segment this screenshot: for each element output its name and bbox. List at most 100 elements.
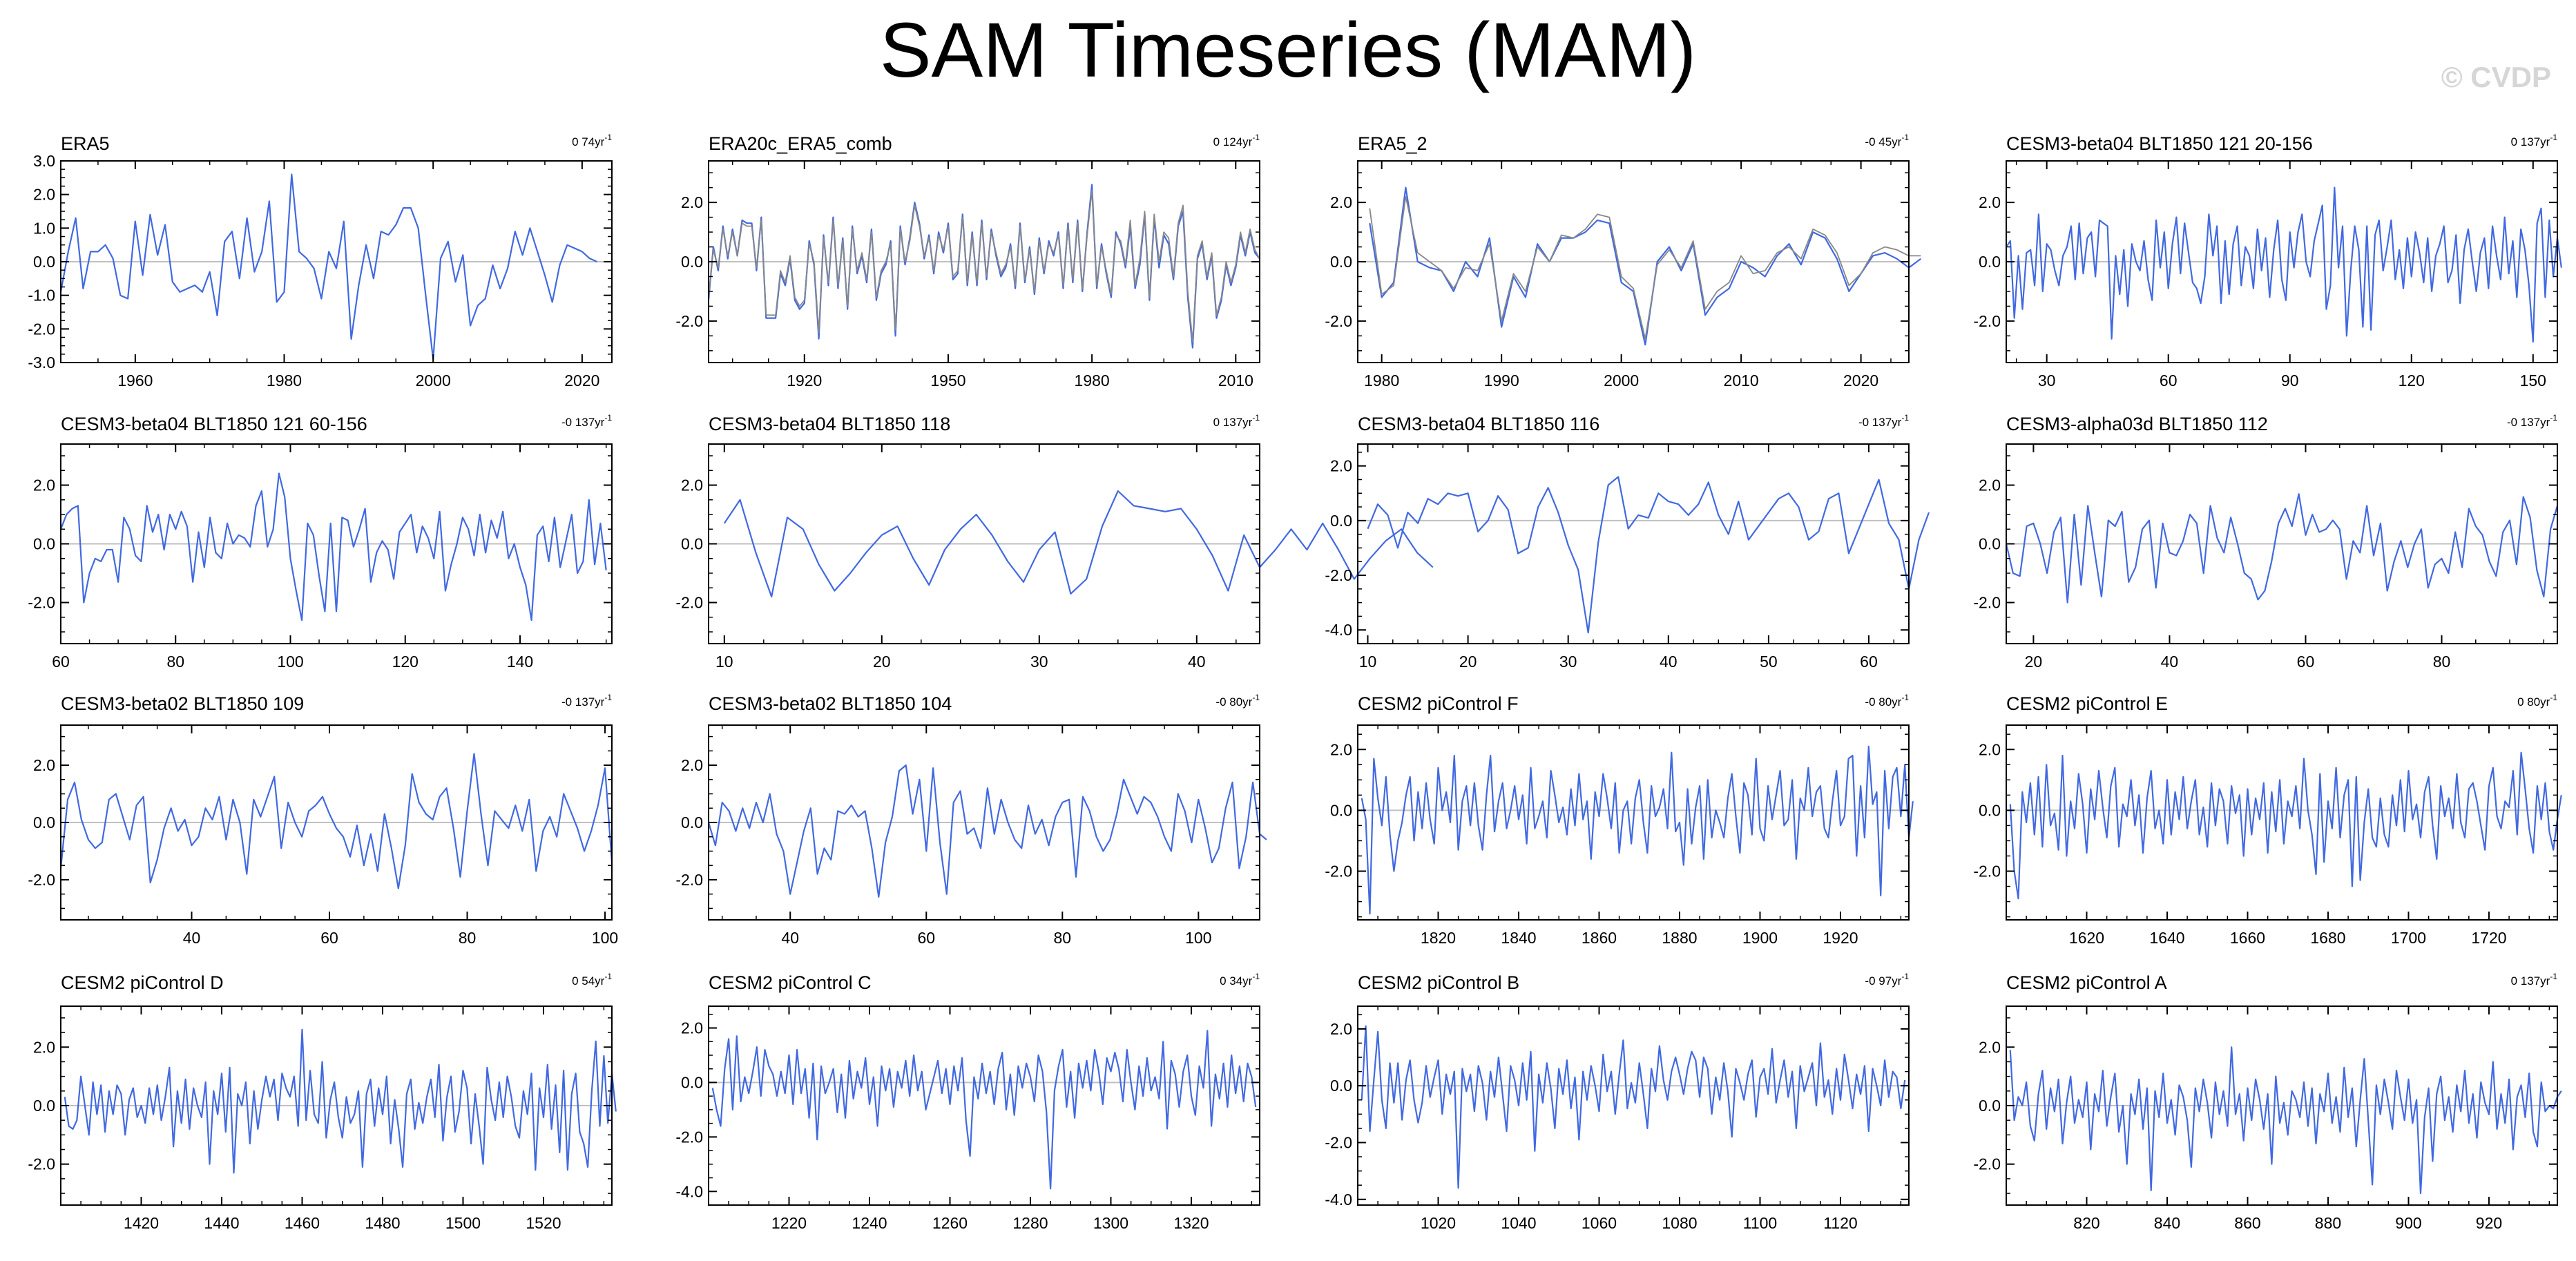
trend-exponent: -1 — [1901, 693, 1909, 702]
x-tick-label: 1950 — [930, 372, 965, 389]
trend-label: -0 137yr-1 — [1858, 413, 1909, 429]
x-tick-label: 30 — [1030, 653, 1048, 671]
x-tick-label: 30 — [2038, 372, 2056, 389]
panel-title: CESM2 piControl E — [2006, 693, 2168, 714]
y-tick-label: 2.0 — [1330, 457, 1352, 475]
x-tick-label: 80 — [2433, 653, 2451, 671]
panel-8: CESM3-alpha03d BLT1850 112 -0 137yr-1 2.0 0… — [1973, 413, 2559, 671]
trend-exponent: -1 — [1252, 972, 1260, 981]
x-tick-label: 80 — [1053, 929, 1071, 947]
trend-exponent: -1 — [2550, 693, 2557, 702]
y-tick-label: 0.0 — [1330, 801, 1352, 819]
x-tick-label: 1860 — [1582, 929, 1617, 947]
y-tick-label: 0.0 — [681, 535, 703, 553]
series-line-1 — [723, 490, 1434, 598]
y-tick-label: 0.0 — [681, 253, 703, 271]
series-line-1 — [2009, 751, 2562, 900]
x-tick-label: 2000 — [1604, 372, 1639, 389]
y-tick-label: -2.0 — [675, 1128, 703, 1146]
x-tick-label: 820 — [2073, 1214, 2099, 1232]
trend-value: 0 74yr — [572, 135, 605, 148]
trend-label: 0 80yr-1 — [2517, 693, 2557, 709]
x-tick-label: 920 — [2476, 1214, 2502, 1232]
trend-value: -0 45yr — [1865, 135, 1901, 148]
trend-exponent: -1 — [1901, 972, 1909, 981]
plot-frame — [1357, 1005, 1910, 1206]
x-tick-label: 1980 — [1364, 372, 1399, 389]
plot-frame — [708, 1005, 1260, 1206]
y-tick-label: -2.0 — [28, 1155, 55, 1173]
trend-value: -0 137yr — [2507, 416, 2550, 429]
y-tick-label: 2.0 — [33, 756, 55, 774]
trend-label: 0 137yr-1 — [1213, 413, 1260, 429]
x-tick-label: 2010 — [1724, 372, 1759, 389]
series-line-2 — [1369, 195, 1921, 340]
trend-exponent: -1 — [604, 133, 612, 142]
x-tick-label: 60 — [2297, 653, 2315, 671]
panel-16: CESM2 piControl A 0 137yr-1 2.0 0.0 -2.0 820 8… — [1973, 972, 2562, 1232]
series-line-1 — [1361, 1025, 1906, 1189]
trend-value: 0 137yr — [2511, 974, 2550, 988]
x-tick-label: 1700 — [2391, 929, 2426, 947]
x-tick-label: 1120 — [1823, 1214, 1857, 1232]
y-tick-label: -2.0 — [1325, 1133, 1352, 1151]
series-line-2 — [708, 189, 1260, 343]
panel-13: CESM2 piControl D 0 54yr-1 2.0 0.0 -2.0 1420 1… — [28, 972, 617, 1232]
x-tick-label: 1660 — [2230, 929, 2265, 947]
trend-exponent: -1 — [1901, 413, 1909, 423]
panel-title: ERA20c_ERA5_comb — [709, 133, 892, 154]
trend-exponent: -1 — [604, 413, 612, 423]
x-tick-label: 1020 — [1421, 1214, 1456, 1232]
trend-exponent: -1 — [2550, 413, 2557, 423]
x-tick-label: 1260 — [932, 1214, 968, 1232]
trend-value: 0 137yr — [1213, 416, 1253, 429]
x-tick-label: 100 — [1185, 929, 1211, 947]
series-line-1 — [59, 173, 597, 360]
panel-title: CESM3-beta04 BLT1850 118 — [709, 414, 950, 434]
y-tick-label: 2.0 — [681, 193, 703, 211]
panel-title: CESM2 piControl D — [61, 972, 224, 993]
x-tick-label: 1900 — [1742, 929, 1778, 947]
series-line-1 — [1361, 745, 1914, 915]
x-tick-label: 900 — [2395, 1214, 2421, 1232]
x-tick-label: 1680 — [2310, 929, 2345, 947]
x-tick-label: 1480 — [365, 1214, 400, 1232]
y-tick-label: 2.0 — [1330, 740, 1352, 758]
panel-10: CESM3-beta02 BLT1850 104 -0 80yr-1 2.0 0.0 -… — [675, 693, 1267, 947]
series-line-1 — [59, 472, 607, 622]
x-tick-label: 30 — [1559, 653, 1577, 671]
x-tick-label: 1920 — [1823, 929, 1858, 947]
series-line-1 — [64, 1028, 617, 1174]
series-line-1 — [707, 764, 1267, 898]
x-tick-label: 1620 — [2069, 929, 2104, 947]
trend-value: 0 137yr — [2511, 135, 2550, 148]
trend-exponent: -1 — [604, 972, 612, 981]
trend-value: 0 34yr — [1220, 974, 1253, 988]
x-tick-label: 100 — [277, 653, 303, 671]
panel-15: CESM2 piControl B -0 97yr-1 2.0 0.0 -2.0 -4.0… — [1325, 972, 1910, 1232]
x-tick-label: 2000 — [416, 372, 451, 389]
x-tick-label: 40 — [2161, 653, 2179, 671]
x-tick-label: 1840 — [1501, 929, 1536, 947]
trend-value: -0 80yr — [1865, 695, 1901, 709]
trend-exponent: -1 — [2550, 133, 2557, 142]
y-tick-label: -2.0 — [1325, 566, 1352, 584]
x-tick-label: 1280 — [1012, 1214, 1048, 1232]
x-tick-label: 40 — [781, 929, 799, 947]
trend-value: -0 97yr — [1865, 974, 1901, 988]
y-tick-label: -2.0 — [1973, 312, 2001, 330]
y-tick-label: 2.0 — [1330, 193, 1352, 211]
x-tick-label: 2010 — [1218, 372, 1253, 389]
y-tick-label: 2.0 — [681, 477, 703, 494]
panel-title: CESM3-alpha03d BLT1850 112 — [2006, 414, 2268, 434]
trend-value: -0 80yr — [1215, 695, 1252, 709]
y-tick-label: 0.0 — [1330, 512, 1352, 530]
trend-label: -0 137yr-1 — [2507, 413, 2557, 429]
x-tick-label: 1820 — [1421, 929, 1456, 947]
x-tick-label: 1520 — [526, 1214, 561, 1232]
y-tick-label: 2.0 — [1979, 193, 2001, 211]
y-tick-label: 2.0 — [33, 1038, 55, 1056]
x-tick-label: 860 — [2234, 1214, 2260, 1232]
